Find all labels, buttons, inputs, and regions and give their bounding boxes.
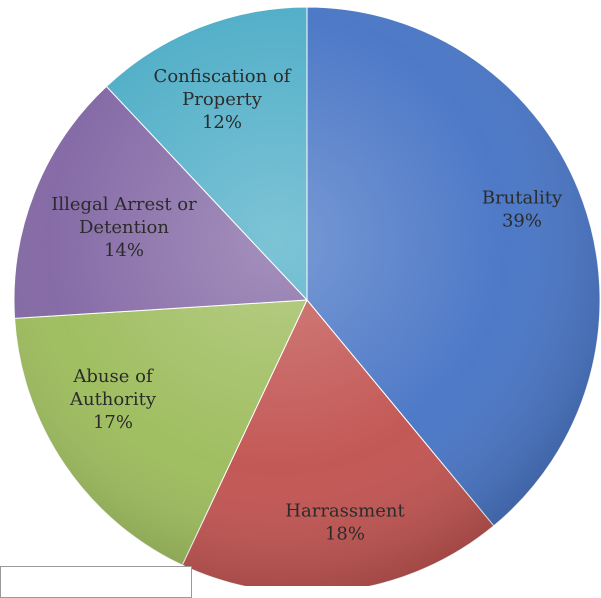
slice-label-illegal-arrest-or-detention: Illegal Arrest or Detention 14%: [51, 194, 197, 261]
slice-label-abuse-of-authority: Abuse of Authority 17%: [69, 366, 157, 433]
slice-label-harrassment: Harrassment 18%: [285, 501, 405, 545]
slice-label-brutality: Brutality 39%: [482, 188, 563, 232]
pie-chart: Brutality 39% Harrassment 18% Abuse of Author…: [13, 6, 601, 586]
slice-label-confiscation-of-property: Confiscation of Property 12%: [154, 66, 292, 133]
legend-frame: [0, 566, 192, 598]
